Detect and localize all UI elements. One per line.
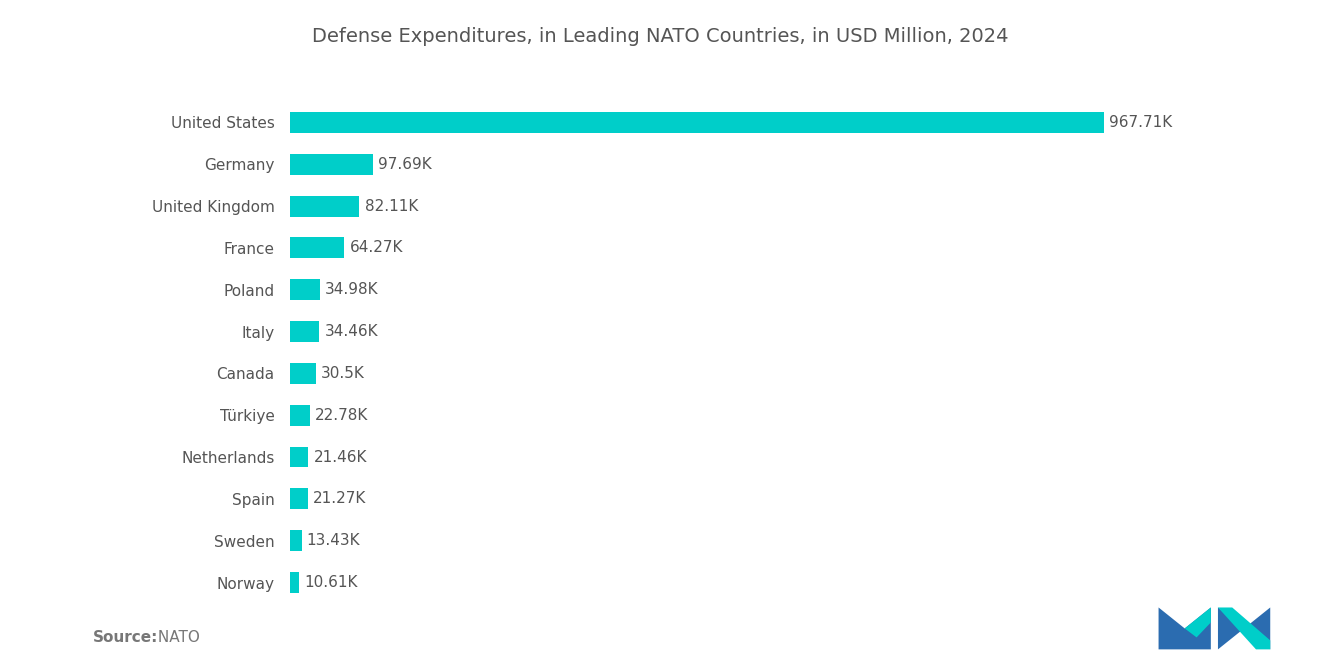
Text: 21.46K: 21.46K (313, 450, 367, 465)
Bar (290, 530, 302, 551)
Text: NATO: NATO (153, 630, 201, 645)
Bar (290, 321, 319, 342)
Text: 82.11K: 82.11K (364, 199, 418, 213)
Polygon shape (1218, 608, 1270, 649)
Bar (290, 488, 309, 509)
Text: 34.98K: 34.98K (325, 282, 379, 297)
Text: 967.71K: 967.71K (1109, 115, 1172, 130)
Polygon shape (1218, 608, 1270, 649)
Bar (290, 447, 309, 467)
Bar (290, 154, 372, 175)
Text: 22.78K: 22.78K (314, 408, 368, 423)
Polygon shape (1159, 608, 1210, 649)
Text: 10.61K: 10.61K (305, 575, 358, 590)
Text: Source:: Source: (92, 630, 158, 645)
Bar (290, 279, 319, 300)
Text: 97.69K: 97.69K (378, 157, 432, 172)
Text: 13.43K: 13.43K (306, 533, 360, 548)
Text: 34.46K: 34.46K (325, 324, 378, 339)
Polygon shape (1185, 608, 1210, 637)
Bar (290, 112, 1105, 133)
Bar (290, 196, 359, 217)
Bar (290, 572, 300, 593)
Bar (290, 363, 315, 384)
Text: Defense Expenditures, in Leading NATO Countries, in USD Million, 2024: Defense Expenditures, in Leading NATO Co… (312, 27, 1008, 46)
Bar (290, 405, 310, 426)
Text: 64.27K: 64.27K (350, 240, 403, 255)
Bar (290, 237, 345, 258)
Text: 30.5K: 30.5K (321, 366, 364, 381)
Text: 21.27K: 21.27K (313, 491, 367, 506)
